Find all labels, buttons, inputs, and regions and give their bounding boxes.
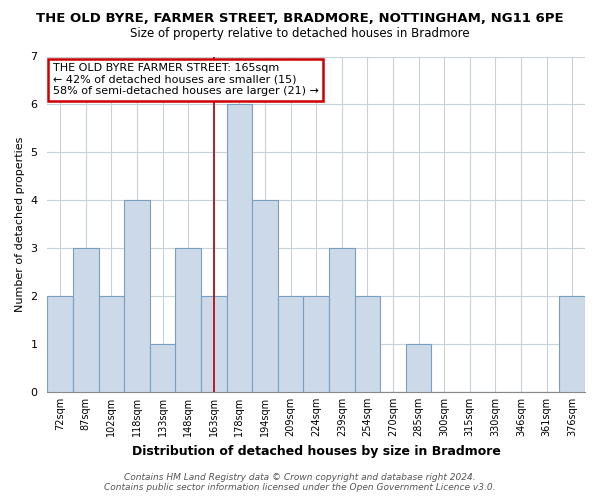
Text: THE OLD BYRE FARMER STREET: 165sqm
← 42% of detached houses are smaller (15)
58%: THE OLD BYRE FARMER STREET: 165sqm ← 42%… [53, 63, 319, 96]
X-axis label: Distribution of detached houses by size in Bradmore: Distribution of detached houses by size … [132, 444, 500, 458]
Bar [278, 296, 304, 392]
Bar [559, 296, 585, 392]
Bar [73, 248, 98, 392]
Text: Contains HM Land Registry data © Crown copyright and database right 2024.
Contai: Contains HM Land Registry data © Crown c… [104, 473, 496, 492]
Text: THE OLD BYRE, FARMER STREET, BRADMORE, NOTTINGHAM, NG11 6PE: THE OLD BYRE, FARMER STREET, BRADMORE, N… [36, 12, 564, 26]
Bar [47, 296, 73, 392]
Bar [355, 296, 380, 392]
Bar [227, 104, 252, 392]
Bar [150, 344, 175, 392]
Bar [329, 248, 355, 392]
Bar [304, 296, 329, 392]
Bar [175, 248, 201, 392]
Text: Size of property relative to detached houses in Bradmore: Size of property relative to detached ho… [130, 28, 470, 40]
Y-axis label: Number of detached properties: Number of detached properties [15, 136, 25, 312]
Bar [124, 200, 150, 392]
Bar [201, 296, 227, 392]
Bar [252, 200, 278, 392]
Bar [406, 344, 431, 392]
Bar [98, 296, 124, 392]
